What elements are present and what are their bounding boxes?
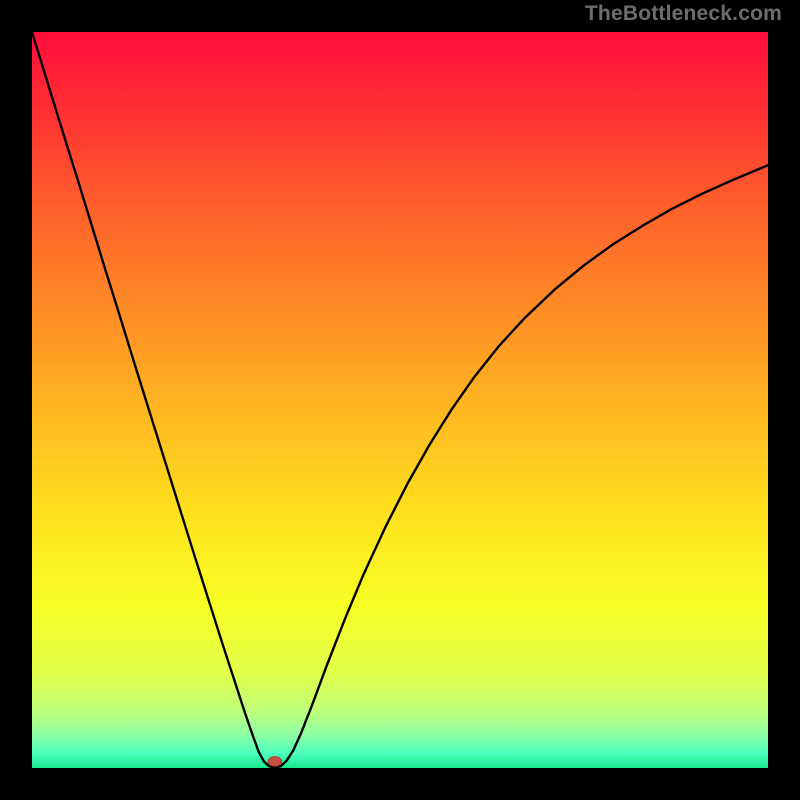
gradient-background: [32, 32, 768, 768]
watermark-text: TheBottleneck.com: [585, 2, 782, 26]
plot-area: [32, 32, 768, 768]
chart-container: TheBottleneck.com: [0, 0, 800, 800]
bottleneck-chart: [32, 32, 768, 768]
optimal-point-marker: [268, 757, 281, 767]
